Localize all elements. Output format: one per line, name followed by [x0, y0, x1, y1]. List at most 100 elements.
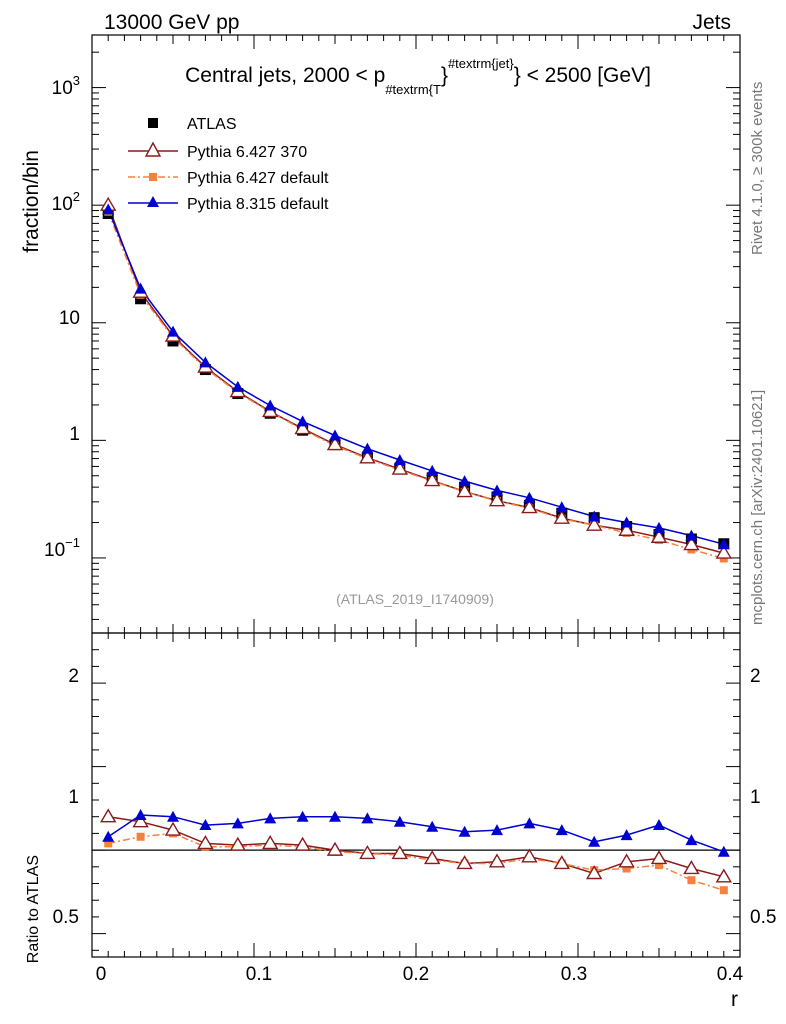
legend-label-py6-default: Pythia 6.427 default — [187, 170, 329, 187]
ratio-point-series-2 — [687, 876, 696, 885]
ratio-tick-label-2-left: 2 — [68, 666, 79, 687]
y-tick-label-1em1: 10−1 — [44, 535, 80, 561]
ratio-point-series-1 — [391, 845, 409, 860]
data-point-series-3 — [361, 442, 374, 454]
ratio-point-series-3 — [620, 829, 633, 841]
ratio-tick-label-05-left: 0.5 — [53, 907, 79, 928]
legend: ATLAS Pythia 6.427 370 Pythia 6.427 defa… — [128, 116, 329, 213]
data-point-series-3 — [102, 203, 115, 215]
legend-marker-py6-370 — [144, 141, 162, 157]
x-axis-label: r — [731, 988, 738, 1011]
data-point-series-1 — [521, 499, 538, 514]
ratio-point-series-1 — [553, 855, 571, 870]
legend-label-atlas: ATLAS — [187, 116, 237, 133]
ratio-point-series-3 — [717, 845, 730, 857]
data-point-series-3 — [491, 484, 503, 496]
ratio-point-series-2 — [622, 864, 631, 873]
ratio-point-series-3 — [102, 830, 115, 842]
data-point-series-3 — [296, 415, 309, 427]
data-point-series-1 — [359, 449, 376, 464]
ratio-point-series-1 — [99, 808, 117, 823]
data-point-series-3 — [523, 491, 536, 503]
ratio-point-series-3 — [426, 820, 439, 832]
ratio-point-series-3 — [523, 817, 536, 829]
ratio-point-series-1 — [715, 868, 733, 883]
ratio-point-series-1 — [132, 813, 149, 828]
ratio-point-series-1 — [261, 835, 279, 850]
ratio-point-series-3 — [393, 815, 406, 827]
ratio-point-series-1 — [164, 821, 182, 836]
data-point-series-1 — [585, 516, 603, 531]
data-point-series-1 — [650, 528, 668, 543]
ratio-point-series-1 — [423, 850, 441, 865]
ratio-point-series-1 — [521, 848, 538, 863]
ratio-point-series-2 — [719, 886, 728, 895]
ratio-point-series-3 — [329, 810, 341, 822]
y-axis-label-main: fraction/bin — [20, 150, 43, 253]
series-line-1 — [107, 204, 724, 554]
data-point-series-1 — [456, 483, 473, 498]
series-line-2 — [107, 211, 725, 560]
data-point-series-1 — [423, 472, 441, 487]
ratio-point-series-2 — [104, 839, 113, 848]
x-tick-label-0: 0 — [96, 964, 107, 985]
legend-marker-py6-default — [149, 173, 157, 181]
ratio-point-series-3 — [588, 835, 601, 847]
ratio-point-series-1 — [618, 853, 635, 868]
ratio-point-series-3 — [685, 834, 698, 846]
ratio-tick-label-05-right: 0.5 — [750, 907, 776, 928]
y-axis-label-ratio: Ratio to ATLAS — [25, 855, 42, 963]
data-point-series-3 — [231, 380, 244, 392]
ratio-point-series-1 — [488, 853, 506, 868]
header-jets-label: Jets — [692, 11, 731, 34]
ratio-point-series-1 — [359, 845, 376, 860]
data-point-series-1 — [488, 492, 506, 507]
data-point-series-3 — [329, 429, 341, 441]
ratio-plot-data — [92, 808, 740, 895]
ratio-point-series-3 — [491, 824, 503, 836]
ratio-point-series-1 — [229, 836, 247, 851]
data-point-series-1 — [261, 403, 279, 418]
ratio-point-series-1 — [683, 860, 700, 875]
x-tick-label-01: 0.1 — [246, 964, 272, 985]
ratio-point-series-3 — [361, 812, 374, 824]
data-point-series-1 — [326, 436, 344, 451]
ratio-point-series-1 — [650, 850, 668, 865]
data-point-series-3 — [458, 475, 471, 487]
ratio-point-series-1 — [197, 835, 214, 850]
data-point-series-3 — [653, 521, 665, 533]
data-point-series-3 — [555, 501, 568, 513]
ratio-point-series-3 — [555, 824, 568, 836]
axes-ticks — [91, 35, 741, 957]
data-point-series-3 — [685, 529, 698, 541]
data-point-series-3 — [717, 538, 730, 550]
chart-title: Central jets, 2000 < p#textrm{T}#textrm{… — [185, 56, 651, 97]
series-line-3 — [107, 209, 724, 545]
ratio-point-series-3 — [231, 817, 244, 829]
data-point-series-1 — [618, 521, 635, 536]
data-point-series-1 — [715, 544, 733, 559]
analysis-id: (ATLAS_2019_I1740909) — [336, 591, 494, 607]
rivet-label: Rivet 4.1.0, ≥ 300k events — [749, 82, 766, 255]
legend-marker-atlas — [148, 118, 158, 128]
ratio-point-series-2 — [136, 832, 145, 841]
ratio-line-3 — [107, 814, 725, 853]
data-point-series-3 — [588, 510, 601, 522]
ratio-point-series-1 — [294, 836, 311, 851]
ratio-point-series-3 — [134, 809, 147, 821]
legend-label-py6-370: Pythia 6.427 370 — [187, 144, 307, 161]
data-point-series-1 — [391, 460, 409, 475]
ratio-point-series-3 — [199, 819, 212, 831]
header-energy-label: 13000 GeV pp — [104, 11, 239, 34]
ratio-point-series-3 — [653, 819, 665, 831]
data-point-series-3 — [199, 356, 212, 368]
data-point-series-3 — [393, 454, 406, 466]
main-plot-data — [99, 196, 733, 563]
ratio-point-series-3 — [296, 810, 309, 822]
x-tick-label-04: 0.4 — [717, 964, 744, 985]
data-point-series-1 — [294, 420, 311, 435]
data-point-series-3 — [426, 464, 439, 476]
ratio-tick-label-1-right: 1 — [750, 787, 761, 808]
y-tick-label-1e2: 102 — [52, 189, 80, 215]
data-point-series-1 — [683, 536, 700, 551]
